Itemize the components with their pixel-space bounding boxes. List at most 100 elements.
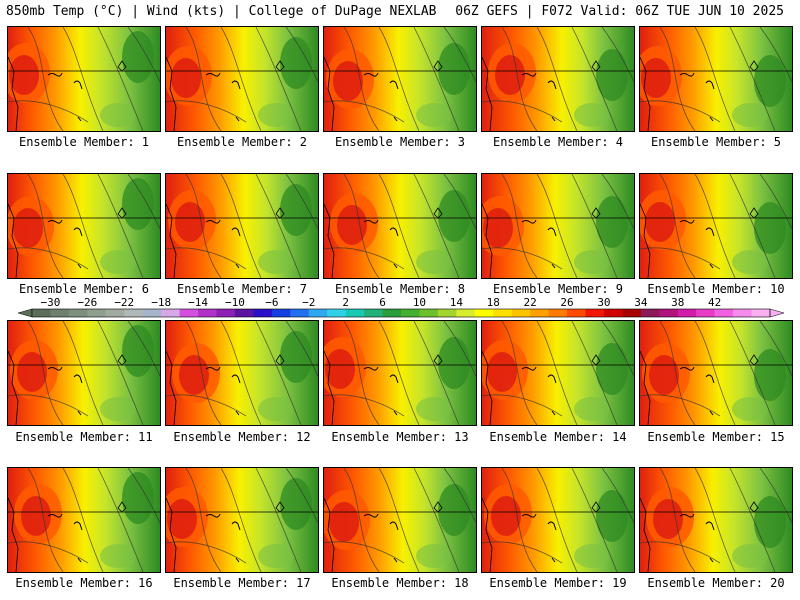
- colorbar-segment: [659, 309, 679, 317]
- colorbar-tick-label: 22: [524, 296, 537, 309]
- colorbar-tick-label: 18: [487, 296, 500, 309]
- colorbar-segment: [364, 309, 383, 317]
- colorbar-tick-label: 42: [708, 296, 721, 309]
- colorbar-tick-label: −2: [302, 296, 315, 309]
- colorbar-segment: [622, 309, 642, 317]
- ensemble-map-panel: [323, 467, 477, 573]
- colorbar-tick-label: 26: [560, 296, 573, 309]
- colorbar-tick-label: −10: [225, 296, 245, 309]
- ensemble-map-panel: [639, 173, 793, 279]
- colorbar-segment: [474, 309, 494, 317]
- colorbar-segment: [308, 309, 328, 317]
- ensemble-member-label: Ensemble Member: 11: [15, 430, 153, 444]
- temperature-field-map: [166, 27, 318, 131]
- colorbar-segment: [382, 309, 402, 317]
- ensemble-member-label: Ensemble Member: 18: [331, 576, 469, 590]
- ensemble-map-panel: [323, 26, 477, 132]
- ensemble-member-label: Ensemble Member: 2: [176, 135, 308, 149]
- colorbar-tick-label: −18: [151, 296, 171, 309]
- colorbar-segment: [124, 309, 143, 317]
- colorbar-tick-label: −26: [77, 296, 97, 309]
- colorbar-tick-label: 30: [597, 296, 610, 309]
- ensemble-member-label: Ensemble Member: 14: [489, 430, 627, 444]
- ensemble-member-label: Ensemble Member: 6: [18, 282, 150, 296]
- temperature-field-map: [482, 468, 634, 572]
- colorbar-segment: [198, 309, 217, 317]
- ensemble-map-panel: [165, 26, 319, 132]
- chart-title: 850mb Temp (°C) | Wind (kts) | College o…: [6, 4, 437, 19]
- ensemble-member-label: Ensemble Member: 9: [492, 282, 624, 296]
- colorbar-segment: [216, 309, 236, 317]
- temperature-field-map: [324, 321, 476, 425]
- temperature-colorbar: −30 −26 −22 −18 −14 −10 −6 −2 2 6 10 14 18 22 26 30 34 38…: [17, 296, 785, 318]
- colorbar-segment: [751, 309, 771, 317]
- colorbar-tick-label: −14: [188, 296, 208, 309]
- colorbar-segment: [253, 309, 273, 317]
- colorbar-tick-label: 10: [413, 296, 426, 309]
- ensemble-member-label: Ensemble Member: 17: [173, 576, 311, 590]
- colorbar-segment: [696, 309, 715, 317]
- colorbar-segment: [677, 309, 697, 317]
- colorbar-tick-label: 2: [342, 296, 349, 309]
- temperature-field-map: [640, 27, 792, 131]
- colorbar-segment: [50, 309, 70, 317]
- colorbar-segment: [290, 309, 310, 317]
- ensemble-map-panel: [481, 173, 635, 279]
- ensemble-member-label: Ensemble Member: 3: [334, 135, 466, 149]
- temperature-field-map: [482, 321, 634, 425]
- colorbar-segment: [234, 309, 254, 317]
- ensemble-map-panel: [7, 26, 161, 132]
- colorbar-segment: [493, 309, 512, 317]
- colorbar-segment: [32, 309, 51, 317]
- ensemble-member-label: Ensemble Member: 15: [647, 430, 785, 444]
- colorbar-tick-label: 34: [634, 296, 648, 309]
- ensemble-map-panel: [323, 320, 477, 426]
- colorbar-segment: [585, 309, 605, 317]
- ensemble-member-label: Ensemble Member: 5: [650, 135, 782, 149]
- colorbar-segment: [327, 309, 346, 317]
- colorbar-segment: [68, 309, 88, 317]
- temperature-field-map: [324, 174, 476, 278]
- colorbar-segment: [161, 309, 180, 317]
- ensemble-map-panel: [481, 26, 635, 132]
- temperature-field-map: [324, 468, 476, 572]
- temperature-field-map: [166, 174, 318, 278]
- colorbar-segment: [271, 309, 291, 317]
- ensemble-map-panel: [639, 320, 793, 426]
- ensemble-map-panel: [7, 320, 161, 426]
- colorbar-segment: [603, 309, 623, 317]
- colorbar-segment: [179, 309, 199, 317]
- colorbar-segment: [401, 309, 420, 317]
- ensemble-member-label: Ensemble Member: 12: [173, 430, 311, 444]
- ensemble-map-panel: [639, 467, 793, 573]
- model-run-info: 06Z GEFS | F072 Valid: 06Z TUE JUN 10 20…: [455, 4, 784, 19]
- temperature-field-map: [640, 174, 792, 278]
- ensemble-member-label: Ensemble Member: 10: [647, 282, 785, 296]
- temperature-field-map: [482, 27, 634, 131]
- colorbar-segment: [105, 309, 125, 317]
- colorbar-segment: [640, 309, 660, 317]
- temperature-field-map: [640, 468, 792, 572]
- ensemble-map-panel: [7, 467, 161, 573]
- temperature-field-map: [640, 321, 792, 425]
- ensemble-member-label: Ensemble Member: 19: [489, 576, 627, 590]
- colorbar-tick-label: 6: [379, 296, 386, 309]
- ensemble-map-panel: [481, 467, 635, 573]
- ensemble-map-panel: [323, 173, 477, 279]
- colorbar-segment: [714, 309, 734, 317]
- temperature-field-map: [482, 174, 634, 278]
- colorbar-tick-label: 38: [671, 296, 684, 309]
- ensemble-map-panel: [165, 467, 319, 573]
- colorbar-segment: [548, 309, 568, 317]
- ensemble-member-label: Ensemble Member: 16: [15, 576, 153, 590]
- colorbar-tick-label: 14: [450, 296, 464, 309]
- ensemble-member-label: Ensemble Member: 20: [647, 576, 785, 590]
- ensemble-map-panel: [481, 320, 635, 426]
- colorbar-segment: [733, 309, 752, 317]
- temperature-field-map: [8, 321, 160, 425]
- ensemble-member-label: Ensemble Member: 8: [334, 282, 466, 296]
- colorbar-segment: [142, 309, 162, 317]
- colorbar-segment: [87, 309, 107, 317]
- colorbar-segment: [567, 309, 586, 317]
- colorbar-tick-label: −6: [265, 296, 278, 309]
